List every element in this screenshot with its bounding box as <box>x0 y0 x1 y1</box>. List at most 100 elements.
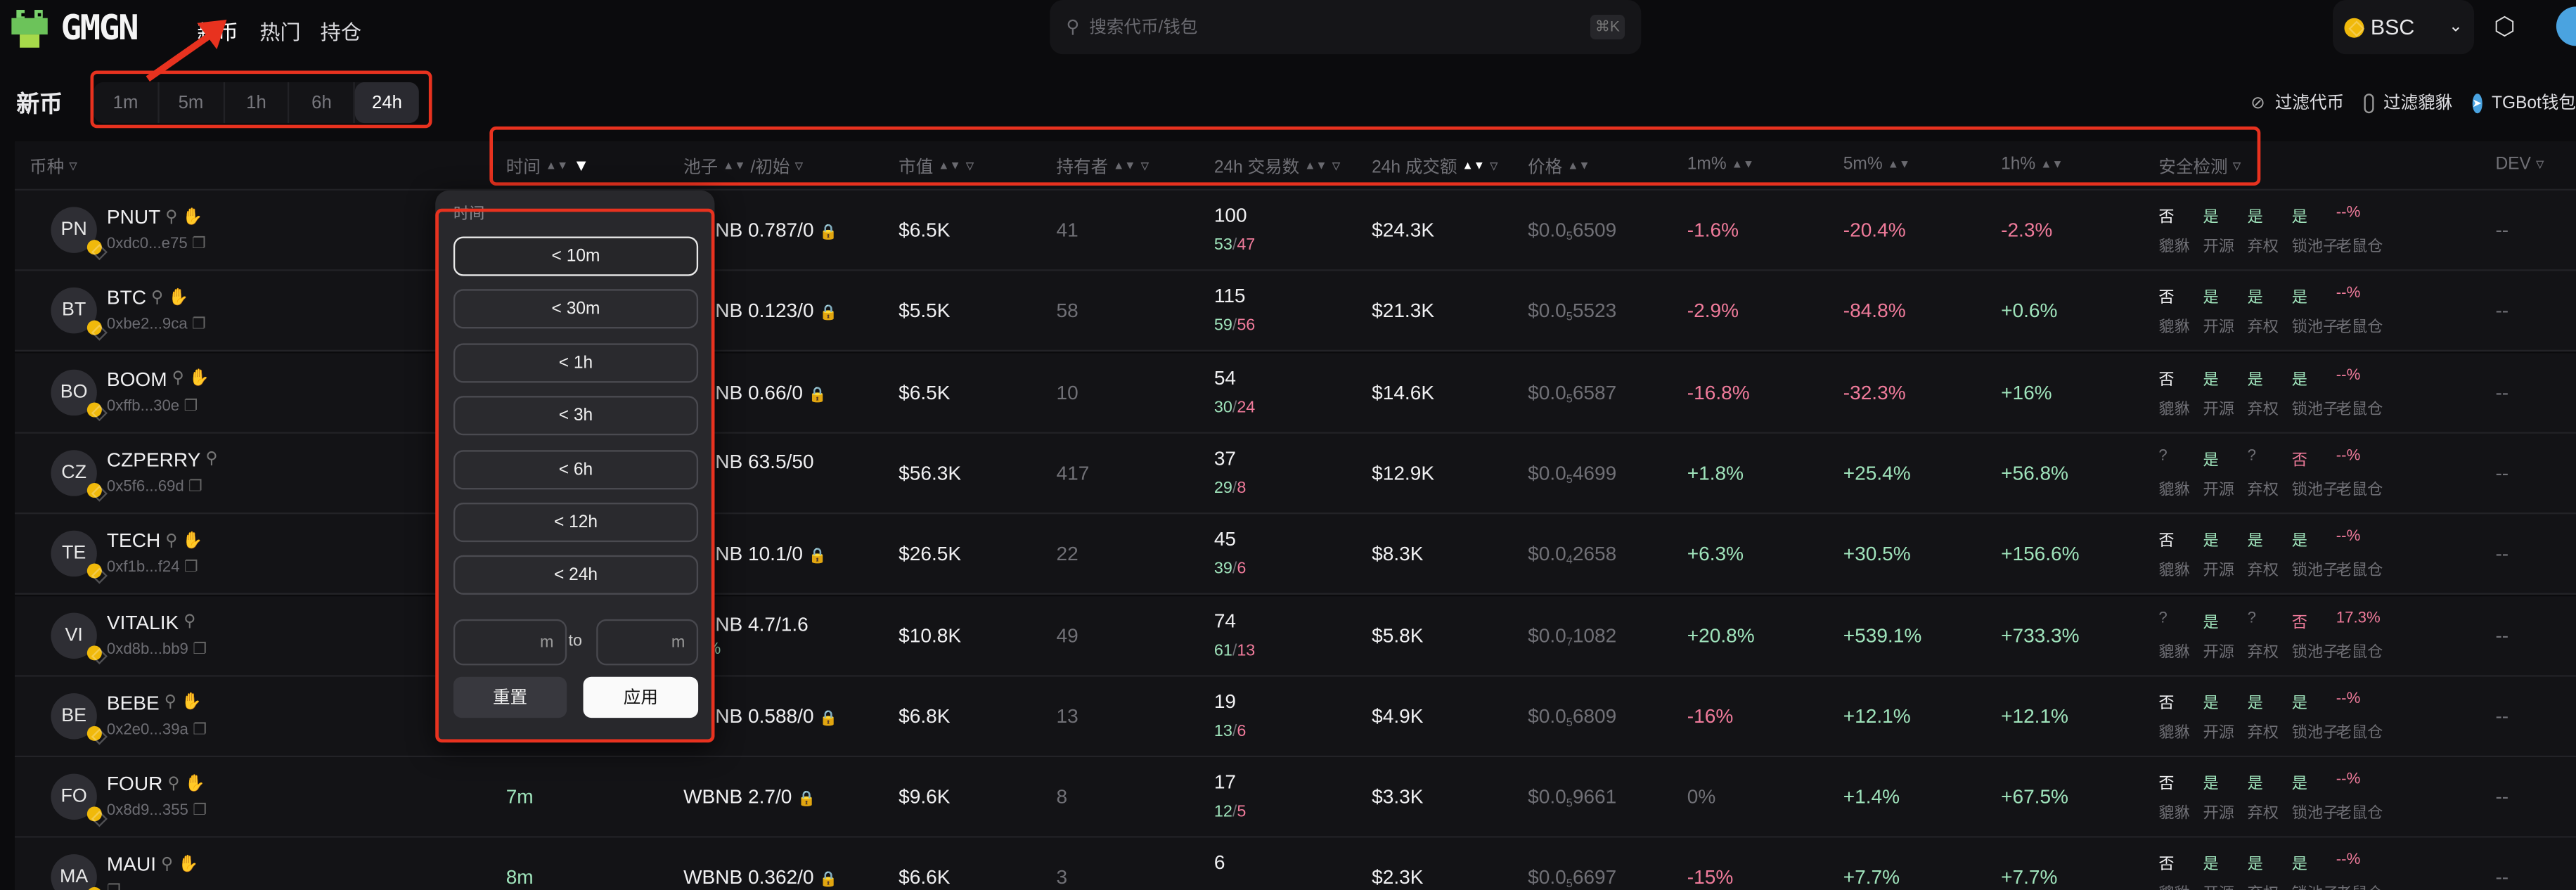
token-symbol[interactable]: VITALIK <box>106 610 179 633</box>
token-symbol[interactable]: CZPERRY <box>106 448 201 472</box>
copy-icon[interactable]: ❐ <box>183 558 198 577</box>
table-row[interactable]: MA MAUI⚲✋ ❐ 8m WBNB 0.362/0 🔒 $6.6K 3 6 … <box>15 838 2576 890</box>
txns-24h: 17 <box>1213 770 1237 794</box>
token-address: 0xbe2...9ca <box>106 316 188 335</box>
search-icon[interactable]: ⚲ <box>160 856 174 874</box>
table-row[interactable]: BT BTC ⚲ ✋ 0xbe2...9ca ❐ WBNB 0.123/0 🔒 $5… <box>15 271 2576 352</box>
filter-active-icon[interactable]: ▼ <box>573 157 590 176</box>
sort-icon[interactable]: ▲▼ <box>1113 160 1136 173</box>
sort-icon[interactable]: ▲▼ <box>1731 158 1755 170</box>
price-prefix: $0.0 <box>1528 785 1566 808</box>
filter-tokens-button[interactable]: 过滤代币 <box>2274 93 2345 114</box>
telegram-icon[interactable] <box>2556 6 2576 46</box>
copy-icon[interactable]: ❐ <box>188 477 202 496</box>
sort-icon[interactable]: ▲▼ <box>1304 160 1327 173</box>
search-icon[interactable]: ⚲ <box>183 612 196 631</box>
col-holders[interactable]: 持有者 ▲▼ ▿ <box>1056 155 1149 179</box>
col-time[interactable]: 时间 ▲▼ ▼ <box>506 155 590 179</box>
time-option[interactable]: < 3h <box>453 396 699 436</box>
table-row[interactable]: PN PNUT ⚲ ✋ 0xdc0...e75 ❐ WBNB 0.787/0 🔒 $… <box>15 191 2576 271</box>
sort-icon[interactable]: ▲▼ <box>1567 160 1590 173</box>
time-option[interactable]: < 24h <box>453 555 699 595</box>
table-row[interactable]: TE TECH ⚲ ✋ 0xf1b...f24 ❐ WBNB 10.1/0 🔒 $2… <box>15 514 2576 595</box>
filter-honeypot-checkbox[interactable] <box>2364 93 2374 113</box>
copy-icon[interactable]: ❐ <box>193 721 207 740</box>
col-dev[interactable]: DEV ▿ <box>2495 155 2544 174</box>
col-pool[interactable]: 池子 ▲▼ /初始 ▿ <box>683 155 803 179</box>
logo[interactable]: GMGN <box>6 6 139 49</box>
col-token[interactable]: 币种 ▿ <box>30 155 77 179</box>
time-option[interactable]: < 1h <box>453 342 699 382</box>
token-symbol[interactable]: BOOM <box>106 367 167 391</box>
min-time-input[interactable]: m <box>453 619 567 666</box>
token-symbol[interactable]: TECH <box>106 529 161 553</box>
token-symbol[interactable]: BEBE <box>106 691 160 714</box>
security-values: 否 是 是 是 --% <box>2158 770 2380 794</box>
filter-icon[interactable]: ▿ <box>794 157 804 176</box>
search-input[interactable]: ⚲ 搜索代币/钱包 ⌘K <box>1050 0 1642 55</box>
time-option[interactable]: < 12h <box>453 503 699 543</box>
col-volume[interactable]: 24h 成交额 ▲▼ ▿ <box>1372 155 1498 179</box>
col-security[interactable]: 安全检测 ▿ <box>2158 155 2241 179</box>
col-price[interactable]: 价格 ▲▼ <box>1528 155 1590 179</box>
search-icon[interactable]: ⚲ <box>172 369 184 388</box>
price-zero-count: 5 <box>1566 231 1573 243</box>
time-option[interactable]: < 10m <box>453 236 699 276</box>
nav-trending[interactable]: 热门 <box>259 21 301 45</box>
search-icon[interactable]: ⚲ <box>167 774 180 793</box>
tab-1m[interactable]: 1m <box>94 82 160 124</box>
table-row[interactable]: CZ CZPERRY⚲ 0x5f6...69d ❐ WBNB 63.5/50 .… <box>15 433 2576 515</box>
search-icon[interactable]: ⚲ <box>164 693 176 712</box>
filter-icon[interactable]: ▿ <box>965 157 974 176</box>
table-row[interactable]: FO FOUR ⚲ ✋ 0x8d9...355 ❐ 7m WBNB 2.7/0 🔒 … <box>15 757 2576 838</box>
tab-24h[interactable]: 24h <box>355 82 419 124</box>
col-mcap[interactable]: 市值 ▲▼ ▿ <box>899 155 974 179</box>
filter-icon[interactable]: ▿ <box>2535 155 2544 174</box>
time-option[interactable]: < 30m <box>453 290 699 330</box>
search-icon[interactable]: ⚲ <box>165 531 178 550</box>
tab-5m[interactable]: 5m <box>159 82 225 124</box>
time-option[interactable]: < 6h <box>453 449 699 489</box>
col-5m[interactable]: 5m% ▲▼ <box>1843 155 1910 174</box>
tab-6h[interactable]: 6h <box>290 82 356 124</box>
copy-icon[interactable]: ❐ <box>191 316 206 335</box>
table-row[interactable]: BO BOOM ⚲ ✋ 0xffb...30e ❐ WBNB 0.66/0 🔒 $6… <box>15 352 2576 433</box>
search-icon[interactable]: ⚲ <box>205 451 218 469</box>
tab-1h[interactable]: 1h <box>224 82 290 124</box>
search-icon[interactable]: ⚲ <box>165 207 178 226</box>
chain-selector[interactable]: BSC ⌄ <box>2333 0 2475 55</box>
token-symbol[interactable]: PNUT <box>106 205 161 228</box>
copy-icon[interactable]: ❐ <box>191 235 206 253</box>
reset-button[interactable]: 重置 <box>453 676 567 718</box>
sort-icon[interactable]: ▲▼ <box>723 160 746 173</box>
col-1h[interactable]: 1h% ▲▼ <box>2001 155 2063 174</box>
filter-icon[interactable]: ▿ <box>1332 157 1341 176</box>
sort-icon[interactable]: ▲▼ <box>938 160 961 173</box>
copy-icon[interactable]: ❐ <box>183 396 198 415</box>
col-txns[interactable]: 24h 交易数 ▲▼ ▿ <box>1214 155 1341 179</box>
filter-icon[interactable]: ▿ <box>1489 157 1498 176</box>
col-1m[interactable]: 1m% ▲▼ <box>1687 155 1754 174</box>
token-symbol[interactable]: FOUR <box>106 772 163 796</box>
security-label: 开源 <box>2203 724 2234 742</box>
filter-icon[interactable]: ▿ <box>69 157 77 176</box>
table-row[interactable]: BE BEBE ⚲ ✋ 0x2e0...39a ❐ WBNB 0.588/0 🔒 $… <box>15 676 2576 757</box>
sort-icon[interactable]: ▲▼ <box>2040 158 2063 170</box>
tgbot-wallet-button[interactable]: TGBot钱包 <box>2491 93 2576 114</box>
search-icon[interactable]: ⚲ <box>150 288 164 307</box>
table-row[interactable]: VI VITALIK⚲ 0xd8b...bb9 ❐ WBNB 4.7/1.6 7… <box>15 595 2576 676</box>
copy-icon[interactable]: ❐ <box>193 640 207 658</box>
token-symbol[interactable]: BTC <box>106 286 146 309</box>
apply-button[interactable]: 应用 <box>583 676 699 718</box>
copy-icon[interactable]: ❐ <box>193 801 207 820</box>
sort-icon[interactable]: ▲▼ <box>545 160 569 173</box>
filter-icon[interactable]: ▿ <box>2232 157 2241 176</box>
max-time-input[interactable]: m <box>596 619 699 666</box>
nav-holdings[interactable]: 持仓 <box>320 21 362 45</box>
sort-desc-icon[interactable]: ▲▼ <box>1462 160 1485 173</box>
filter-icon[interactable]: ▿ <box>1140 157 1149 176</box>
sort-icon[interactable]: ▲▼ <box>1887 158 1911 170</box>
copy-icon[interactable]: ❐ <box>107 883 121 890</box>
settings-icon[interactable]: ⬡ <box>2494 13 2516 41</box>
token-symbol[interactable]: MAUI <box>106 853 156 877</box>
